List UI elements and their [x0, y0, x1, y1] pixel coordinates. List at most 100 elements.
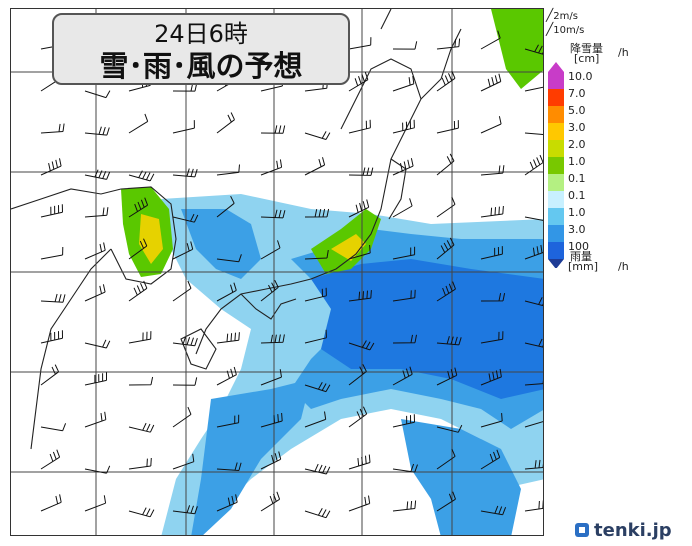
wind-barb	[172, 453, 195, 470]
tenki-logo-icon	[574, 522, 590, 538]
wind-barb	[84, 339, 111, 349]
wind-barb	[480, 413, 503, 428]
wind-barb	[524, 297, 543, 307]
wind-barb	[392, 414, 415, 428]
wind-barb	[480, 165, 505, 176]
wind-barb	[84, 465, 111, 474]
snow-title: 降雪量	[570, 42, 603, 55]
wind-barb	[304, 463, 331, 475]
wind-barb	[40, 123, 65, 134]
wind-barb	[260, 412, 283, 428]
wind-barb	[348, 199, 370, 218]
wind-barb	[348, 340, 375, 351]
wind-barb	[260, 209, 286, 219]
wind-barb	[524, 459, 543, 470]
wind-barb	[304, 250, 329, 260]
snow-area	[121, 9, 543, 277]
wind-barb	[128, 422, 155, 433]
wind-barb	[436, 38, 461, 50]
wind-barb	[480, 368, 502, 386]
wind-barb	[172, 505, 198, 515]
wind-barb	[128, 238, 148, 260]
wind-barb	[392, 334, 417, 344]
scale-top-arrow	[548, 62, 564, 72]
wind-key-2: ╱2m/s	[546, 8, 578, 22]
wind-barb	[128, 331, 152, 344]
wind-barb	[436, 491, 456, 512]
wind-barb	[348, 119, 371, 134]
wind-barb	[436, 196, 456, 218]
wind-barb	[172, 241, 194, 260]
wind-barb	[304, 508, 331, 519]
wind-barb	[260, 159, 283, 176]
wind-barb	[84, 126, 110, 136]
wind-barb	[172, 377, 198, 386]
wind-barb	[348, 495, 371, 512]
scale-swatch	[548, 174, 564, 191]
scale-swatch	[548, 242, 564, 259]
wind-barb	[436, 70, 456, 92]
wind-barb	[216, 414, 240, 428]
title-box: 24日6時 雪･雨･風の予想	[52, 13, 350, 85]
scale-swatch	[548, 191, 564, 208]
wind-barb	[304, 208, 330, 218]
wind-barb	[40, 364, 60, 386]
wind-barb	[392, 463, 418, 473]
wind-barb	[172, 336, 198, 347]
wind-barb	[480, 30, 501, 50]
wind-barb	[524, 44, 543, 55]
scale-tick-label: 3.0	[568, 121, 586, 134]
wind-barb	[172, 280, 192, 302]
wind-barb	[348, 72, 369, 92]
wind-barb	[480, 205, 504, 218]
scale-tick-label: 1.0	[568, 206, 586, 219]
wind-barb	[172, 168, 198, 178]
wind-barb	[40, 423, 67, 432]
wind-barb	[348, 167, 374, 176]
forecast-map	[10, 8, 544, 536]
wind-barb	[436, 367, 458, 386]
wind-barb	[436, 336, 462, 346]
scale-tick-label: 3.0	[568, 223, 586, 236]
wind-barb	[304, 382, 331, 393]
snow-per-hour: /h	[618, 46, 629, 59]
wind-barb	[436, 281, 456, 302]
wind-barb	[348, 244, 371, 260]
legend: ╱2m/s ╱10m/s 降雪量 [cm] /h 10.0 7.0 5.0 3.0 2.…	[546, 6, 692, 276]
wind-barb	[128, 113, 149, 134]
wind-barb	[480, 116, 502, 134]
wind-barb	[40, 494, 62, 512]
wind-key-10: ╱10m/s	[546, 22, 585, 36]
wind-barb	[524, 421, 543, 428]
wind-barb	[392, 75, 415, 92]
wind-barb	[84, 90, 111, 99]
wind-barbs	[40, 28, 543, 519]
wind-barb	[260, 125, 286, 134]
scale-tick-label: 2.0	[568, 138, 586, 151]
wind-barb	[524, 216, 543, 221]
wind-barb	[524, 86, 543, 92]
map-canvas	[11, 9, 543, 535]
wind-barb	[40, 204, 63, 218]
wind-barb	[260, 369, 282, 386]
wind-barb	[524, 500, 543, 512]
wind-barb	[304, 157, 326, 176]
wind-barb	[172, 406, 192, 428]
wind-barb	[84, 242, 106, 260]
wind-barb	[392, 366, 413, 386]
wind-barb	[304, 411, 327, 428]
wind-barb	[172, 213, 199, 223]
scale-bottom-arrow	[548, 259, 564, 268]
wind-barb	[436, 153, 455, 176]
wind-barb	[436, 237, 455, 260]
wind-barb	[84, 169, 111, 180]
wind-barb	[524, 244, 543, 260]
wind-barb	[304, 329, 327, 344]
wind-barb	[348, 37, 372, 50]
wind-barb	[392, 119, 415, 134]
scale-swatch	[548, 208, 564, 225]
wind-barb	[128, 280, 148, 302]
wind-barb	[524, 154, 543, 176]
scale-tick-label: 100	[568, 240, 589, 253]
wind-barb	[436, 120, 459, 134]
